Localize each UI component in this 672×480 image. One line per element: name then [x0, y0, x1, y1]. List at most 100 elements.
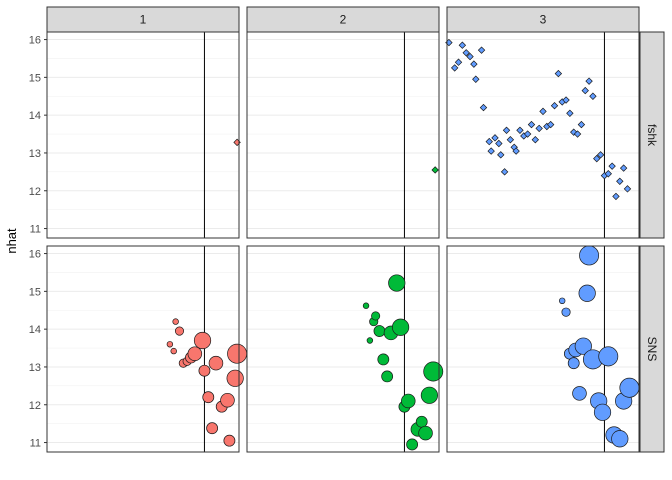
- data-point: [593, 403, 612, 421]
- data-point: [466, 52, 474, 61]
- data-point: [223, 434, 236, 447]
- col-strip-label: 1: [140, 13, 147, 27]
- panel-border: [246, 245, 440, 453]
- y-tick-label: 16: [29, 249, 41, 261]
- data-point: [198, 364, 211, 377]
- data-point: [502, 126, 511, 134]
- y-tick-label: 15: [29, 72, 41, 84]
- row-strip-label: SNS: [645, 337, 659, 362]
- y-tick-label: 11: [30, 224, 41, 236]
- data-point: [500, 168, 509, 176]
- data-point: [227, 343, 248, 364]
- data-point: [546, 120, 555, 129]
- data-point: [415, 415, 428, 428]
- panel-border: [446, 245, 640, 453]
- y-tick-label: 14: [29, 110, 41, 122]
- data-point: [362, 302, 370, 309]
- y-axis-title: nhat: [4, 228, 19, 254]
- data-point: [423, 361, 444, 382]
- data-point: [506, 136, 515, 144]
- data-point: [598, 346, 619, 367]
- row-strip: [639, 31, 665, 239]
- panel-background: [47, 246, 239, 452]
- data-point: [539, 107, 547, 116]
- data-point: [596, 151, 605, 159]
- row-strip-label: fshk: [645, 124, 659, 147]
- data-point: [559, 297, 566, 305]
- data-point: [566, 109, 574, 117]
- data-point: [535, 124, 543, 133]
- data-point: [187, 346, 203, 361]
- panel-1-fshk: [47, 32, 239, 238]
- data-point: [172, 318, 179, 325]
- y-tick-label: 13: [29, 362, 41, 374]
- data-point: [574, 337, 592, 355]
- data-point: [381, 370, 394, 383]
- col-strip-label: 2: [340, 13, 347, 27]
- data-point: [377, 353, 390, 366]
- data-point: [193, 331, 212, 350]
- data-point: [561, 307, 571, 317]
- data-point: [373, 325, 386, 337]
- data-point: [577, 120, 586, 129]
- data-point: [420, 386, 438, 404]
- data-point: [581, 86, 589, 95]
- y-tick-label: 11: [30, 438, 41, 450]
- data-point: [174, 326, 185, 336]
- data-point: [220, 392, 235, 408]
- data-point: [170, 347, 177, 355]
- series-3-SNS: [559, 245, 640, 448]
- panel-background: [247, 246, 439, 452]
- data-point: [604, 170, 612, 178]
- data-point: [206, 422, 219, 435]
- data-point: [472, 75, 480, 83]
- col-strip-label: 3: [540, 13, 547, 27]
- row-strip: [639, 245, 665, 453]
- data-point: [462, 49, 470, 57]
- data-point: [401, 393, 416, 409]
- data-point: [458, 41, 467, 49]
- data-point: [392, 318, 410, 336]
- data-point: [166, 341, 174, 348]
- series-2-SNS: [362, 274, 444, 451]
- data-point: [562, 96, 570, 104]
- col-strip: [446, 6, 640, 33]
- data-point: [431, 166, 439, 174]
- series-2-fshk: [431, 166, 439, 174]
- data-point: [531, 136, 540, 144]
- data-point: [366, 337, 374, 344]
- data-point: [450, 64, 459, 72]
- data-point: [371, 311, 381, 321]
- data-point: [512, 147, 520, 155]
- series-3-fshk: [445, 38, 632, 201]
- data-point: [608, 162, 616, 170]
- data-point: [516, 126, 524, 134]
- series-1-SNS: [166, 318, 248, 447]
- data-point: [479, 103, 488, 112]
- panel-background: [247, 32, 439, 238]
- data-point: [487, 147, 495, 155]
- panel-2-SNS: [247, 246, 439, 452]
- data-point: [570, 128, 578, 136]
- data-point: [619, 377, 640, 398]
- data-point: [579, 245, 600, 266]
- panel-border: [46, 245, 240, 453]
- y-tick-label: 16: [29, 35, 41, 47]
- data-point: [550, 102, 559, 110]
- data-point: [589, 92, 597, 100]
- y-axes: 11 12 13 14 15 16 11 12 13 14 15 16: [29, 35, 47, 450]
- data-point: [593, 154, 601, 163]
- y-tick-label: 14: [29, 324, 41, 336]
- y-tick-label: 15: [29, 286, 41, 298]
- data-point: [616, 177, 624, 185]
- data-point: [485, 137, 493, 146]
- facet-strips: 1 2 3 fshk SNS: [46, 6, 665, 453]
- panel-background: [447, 32, 639, 238]
- data-point: [527, 120, 536, 129]
- data-point: [572, 386, 587, 401]
- panel-1-SNS: [47, 246, 239, 452]
- y-tick-label: 12: [29, 186, 41, 198]
- data-point: [477, 46, 486, 54]
- data-point: [388, 274, 406, 292]
